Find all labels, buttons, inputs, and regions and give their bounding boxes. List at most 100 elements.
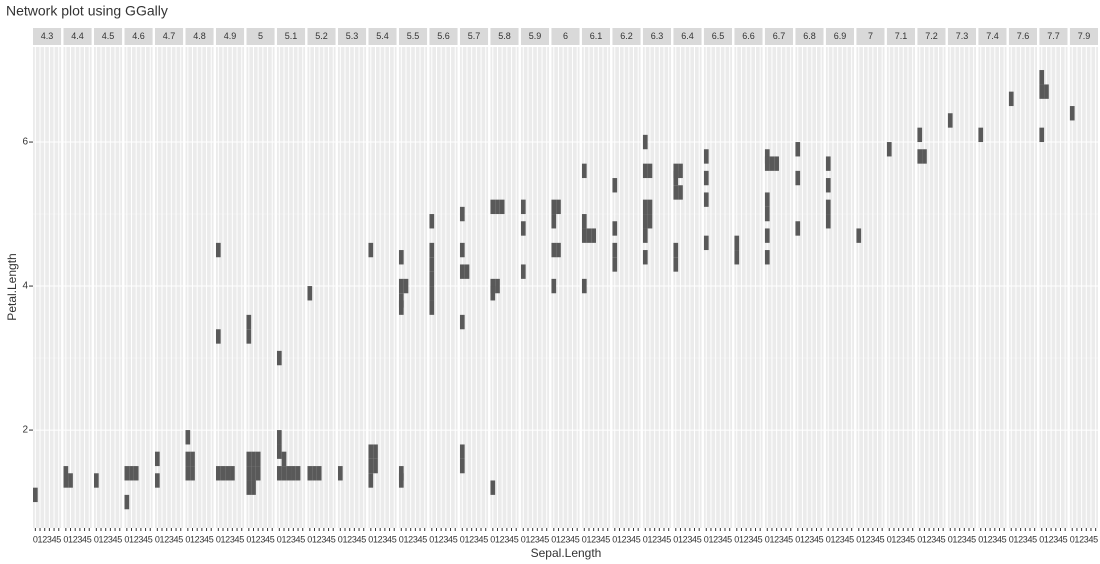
x-tick-label: 0 bbox=[124, 534, 129, 544]
tile bbox=[586, 228, 592, 243]
x-tick-label: 4 bbox=[174, 534, 179, 544]
facet-label: 5.7 bbox=[468, 31, 481, 41]
x-tick-label: 5 bbox=[148, 534, 153, 544]
facet-strip bbox=[276, 28, 306, 45]
y-tick-label: 6 bbox=[22, 137, 28, 148]
x-tick-label: 3 bbox=[870, 534, 875, 544]
x-tick-label: 3 bbox=[474, 534, 479, 544]
x-tick-label: 5 bbox=[514, 534, 519, 544]
x-tick-label: 0 bbox=[795, 534, 800, 544]
tile bbox=[429, 242, 435, 258]
tile bbox=[373, 458, 378, 474]
x-tick-label: 5 bbox=[666, 534, 671, 544]
facet-strip bbox=[124, 28, 153, 45]
x-tick-label: 3 bbox=[321, 534, 326, 544]
tile bbox=[612, 242, 618, 258]
tile bbox=[642, 250, 648, 265]
x-tick-label: 0 bbox=[521, 534, 526, 544]
x-tick-label: 3 bbox=[199, 534, 204, 544]
tile bbox=[703, 192, 709, 207]
facet-strip bbox=[93, 28, 123, 45]
tile bbox=[246, 314, 252, 330]
facet-strip bbox=[673, 28, 702, 45]
panel-background bbox=[825, 47, 855, 528]
tile bbox=[312, 466, 317, 481]
facet-label: 4.4 bbox=[71, 31, 84, 41]
facet-label: 6.4 bbox=[681, 31, 694, 41]
tile bbox=[673, 185, 679, 200]
facet-strip bbox=[612, 28, 641, 45]
x-tick-label: 3 bbox=[931, 534, 936, 544]
x-tick-label: 3 bbox=[230, 534, 235, 544]
tile bbox=[230, 466, 235, 481]
x-tick-label: 5 bbox=[239, 534, 244, 544]
tile bbox=[734, 235, 740, 251]
tile bbox=[276, 444, 282, 459]
x-tick-label: 2 bbox=[469, 534, 474, 544]
panel-background bbox=[1069, 47, 1098, 528]
x-tick-label: 1 bbox=[68, 534, 73, 544]
x-tick-label: 5 bbox=[880, 534, 885, 544]
tile bbox=[429, 257, 435, 272]
x-tick-label: 4 bbox=[844, 534, 849, 544]
tile bbox=[124, 494, 130, 510]
x-tick-label: 5 bbox=[697, 534, 702, 544]
x-tick-label: 4 bbox=[1058, 534, 1063, 544]
x-tick-label: 2 bbox=[317, 534, 322, 544]
facet-label: 6.2 bbox=[620, 31, 633, 41]
x-tick-label: 4 bbox=[509, 534, 514, 544]
tile bbox=[246, 480, 252, 495]
tile bbox=[673, 170, 679, 186]
facet-label: 5.1 bbox=[285, 31, 298, 41]
x-tick-label: 1 bbox=[251, 534, 256, 544]
panel-background bbox=[93, 47, 123, 528]
facet-label: 4.5 bbox=[102, 31, 115, 41]
facet-label: 7.9 bbox=[1078, 31, 1091, 41]
x-tick-label: 4 bbox=[326, 534, 331, 544]
tile bbox=[581, 228, 587, 243]
x-tick-label: 4 bbox=[418, 534, 423, 544]
x-tick-label: 4 bbox=[52, 534, 57, 544]
x-tick-label: 0 bbox=[185, 534, 190, 544]
x-tick-label: 5 bbox=[971, 534, 976, 544]
x-tick-label: 0 bbox=[277, 534, 282, 544]
tile bbox=[281, 451, 287, 467]
facet-strip bbox=[246, 28, 275, 45]
tile bbox=[459, 206, 465, 222]
x-tick-label: 2 bbox=[866, 534, 871, 544]
tile bbox=[490, 199, 496, 215]
x-tick-label: 3 bbox=[901, 534, 906, 544]
x-tick-label: 4 bbox=[631, 534, 636, 544]
x-tick-label: 0 bbox=[1039, 534, 1044, 544]
tile bbox=[368, 458, 374, 474]
x-tick-label: 3 bbox=[260, 534, 265, 544]
x-tick-label: 4 bbox=[692, 534, 697, 544]
x-tick-label: 3 bbox=[138, 534, 143, 544]
tile bbox=[917, 149, 923, 164]
x-tick-label: 2 bbox=[103, 534, 108, 544]
tile bbox=[154, 451, 160, 467]
facet-strip bbox=[734, 28, 763, 45]
x-tick-label: 1 bbox=[647, 534, 652, 544]
facet-strip bbox=[154, 28, 184, 45]
tile bbox=[612, 221, 618, 236]
panel-background bbox=[734, 47, 763, 528]
x-tick-label: 0 bbox=[63, 534, 68, 544]
x-tick-label: 1 bbox=[373, 534, 378, 544]
x-tick-label: 0 bbox=[246, 534, 251, 544]
x-tick-label: 0 bbox=[551, 534, 556, 544]
x-tick-label: 0 bbox=[826, 534, 831, 544]
tile bbox=[495, 278, 500, 294]
panel-background bbox=[978, 47, 1007, 528]
x-tick-label: 3 bbox=[291, 534, 296, 544]
x-tick-label: 1 bbox=[739, 534, 744, 544]
x-tick-label: 4 bbox=[936, 534, 941, 544]
y-tick-label: 2 bbox=[22, 425, 28, 436]
x-tick-label: 5 bbox=[758, 534, 763, 544]
x-tick-label: 3 bbox=[992, 534, 997, 544]
x-tick-label: 2 bbox=[378, 534, 383, 544]
facet-label: 7.7 bbox=[1047, 31, 1060, 41]
facet-label: 6.8 bbox=[803, 31, 816, 41]
tile bbox=[703, 170, 709, 186]
facet-strip bbox=[642, 28, 672, 45]
